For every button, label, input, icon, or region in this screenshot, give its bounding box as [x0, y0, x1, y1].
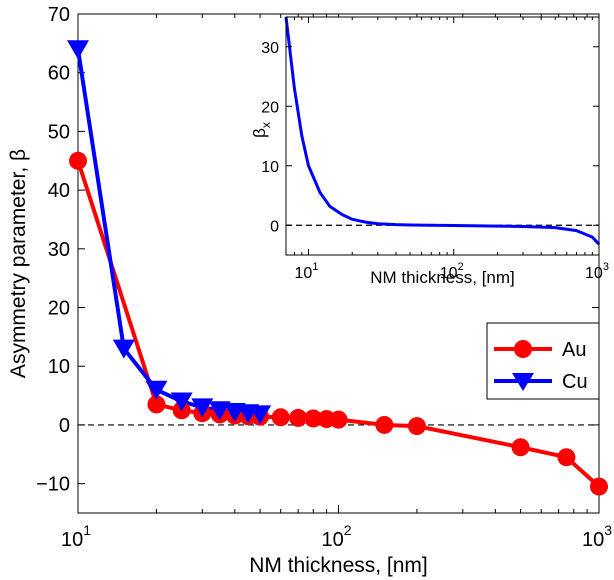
- inset-x-tick-exponent: 2: [458, 261, 464, 273]
- data-point-au: [147, 395, 166, 414]
- y-tick-label: −10: [36, 474, 70, 496]
- inset-y-tick-label: 0: [270, 218, 279, 235]
- x-tick-exponent: 3: [604, 522, 612, 538]
- x-tick-label: 102: [321, 522, 351, 551]
- y-tick-label: 40: [48, 180, 70, 202]
- data-point-au: [69, 151, 87, 170]
- data-point-au: [289, 408, 308, 427]
- data-point-cu: [249, 405, 272, 425]
- data-point-au: [407, 417, 426, 436]
- inset-y-axis-symbol: β: [250, 128, 269, 138]
- legend-cu-marker: [512, 373, 534, 391]
- legend-au-marker: [514, 340, 532, 358]
- legend-au-label: Au: [562, 339, 586, 361]
- x-tick-label: 101: [61, 522, 91, 551]
- data-point-au: [375, 415, 394, 434]
- legend-box: [486, 322, 600, 400]
- data-point-cu: [170, 392, 193, 412]
- inset-y-tick-label: 20: [261, 99, 279, 116]
- data-point-cu: [191, 398, 214, 418]
- inset-x-tick-label: 103: [585, 261, 609, 282]
- data-point-au: [329, 410, 348, 429]
- x-tick-exponent: 1: [83, 522, 91, 538]
- inset-plot-frame: [285, 16, 600, 256]
- inset-series-line: [284, 16, 601, 246]
- main-y-axis-title: Asymmetry parameter, β: [7, 149, 30, 378]
- legend-cu-label: Cu: [562, 371, 588, 393]
- data-point-cu: [112, 339, 135, 359]
- y-tick-label: 20: [48, 298, 70, 320]
- series-line-cu: [76, 48, 261, 417]
- y-tick-label: 70: [48, 4, 70, 26]
- y-tick-label: 30: [48, 239, 70, 261]
- inset-y-axis-title: βx: [250, 122, 273, 138]
- main-x-axis-title: NM thickness, [nm]: [249, 554, 428, 577]
- inset-x-tick-exponent: 3: [603, 261, 609, 273]
- inset-background: [286, 17, 599, 255]
- y-tick-label: 50: [48, 121, 70, 143]
- x-tick-label: 103: [582, 522, 612, 551]
- main-series: [67, 40, 608, 496]
- data-point-au: [304, 409, 323, 428]
- y-tick-label: 10: [48, 356, 70, 378]
- data-point-cu: [67, 40, 89, 60]
- inset-y-tick-label: 10: [261, 159, 279, 176]
- data-point-cu: [208, 401, 231, 421]
- data-point-au: [511, 438, 530, 457]
- y-tick-label: 60: [48, 63, 70, 85]
- x-tick-exponent: 2: [344, 522, 352, 538]
- inset-x-tick-label: 101: [295, 261, 319, 282]
- data-point-au: [271, 408, 290, 427]
- inset-y-axis-subscript: x: [259, 122, 273, 128]
- data-point-au: [590, 477, 608, 496]
- inset-x-tick-exponent: 1: [312, 261, 318, 273]
- inset-x-axis-title: NM thickness, [nm]: [370, 268, 515, 287]
- data-point-au: [557, 448, 576, 467]
- inset-series: [284, 16, 601, 246]
- inset-y-tick-label: 30: [261, 40, 279, 57]
- legend: Au Cu: [486, 322, 600, 400]
- data-point-cu: [145, 380, 168, 400]
- y-tick-label: 0: [59, 415, 70, 437]
